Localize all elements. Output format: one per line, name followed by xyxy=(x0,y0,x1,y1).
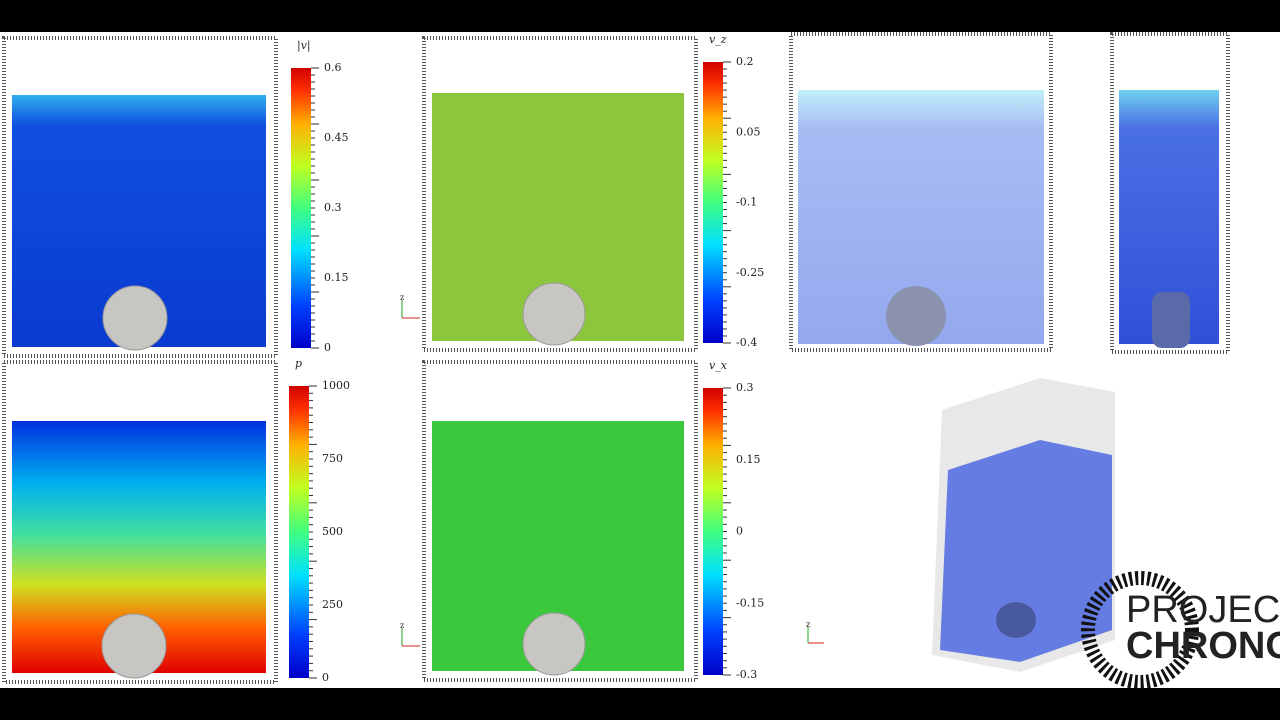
colorbar-label: 0 xyxy=(736,525,743,538)
axis-label: z xyxy=(806,620,810,629)
logo: PROJECT CHRONO xyxy=(1081,571,1280,689)
cylinders xyxy=(101,282,586,679)
letterbox xyxy=(0,688,1280,720)
colorbar xyxy=(291,68,311,348)
colorbar-title: v_z xyxy=(709,33,727,46)
cylinder xyxy=(1152,292,1190,348)
colorbar-label: 0.6 xyxy=(324,61,342,74)
colorbar-label: 0 xyxy=(324,341,331,354)
colorbar-label: 0.05 xyxy=(736,125,761,138)
colorbar-label: 0 xyxy=(322,671,329,684)
logo-text: PROJECT xyxy=(1126,589,1280,631)
colorbar-label: 1000 xyxy=(322,379,350,392)
colorbar xyxy=(703,62,723,343)
colorbar xyxy=(289,386,309,678)
colorbar-label: -0.15 xyxy=(736,596,764,609)
axis-label: z xyxy=(400,293,404,302)
colorbar xyxy=(703,388,723,675)
colorbar-label: 0.2 xyxy=(736,55,754,68)
colorbar-label: -0.25 xyxy=(736,266,764,279)
cylinder xyxy=(886,286,946,346)
colorbar-title: |v| xyxy=(297,39,311,53)
axes-triads xyxy=(401,300,824,647)
colorbar-label: -0.1 xyxy=(736,196,757,209)
colorbar-label: 0.15 xyxy=(736,453,761,466)
colorbar-label: 0.15 xyxy=(324,271,349,284)
colorbar-label: 0.45 xyxy=(324,131,349,144)
colorbar-label: 0.3 xyxy=(736,381,754,394)
frames xyxy=(2,32,1230,684)
colorbar-label: 0.3 xyxy=(324,201,342,214)
colorbar-label: -0.3 xyxy=(736,668,757,681)
colorbar-label: -0.4 xyxy=(736,336,757,349)
letterbox xyxy=(0,0,1280,32)
colorbar-title: p xyxy=(295,357,302,370)
colorbar-label: 750 xyxy=(322,452,343,465)
colorbar-title: v_x xyxy=(709,359,728,372)
logo-text: CHRONO xyxy=(1126,625,1280,667)
colorbar-label: 500 xyxy=(322,525,343,538)
3d-box xyxy=(932,378,1115,672)
axis-label: z xyxy=(400,621,404,630)
colorbar-label: 250 xyxy=(322,598,343,611)
